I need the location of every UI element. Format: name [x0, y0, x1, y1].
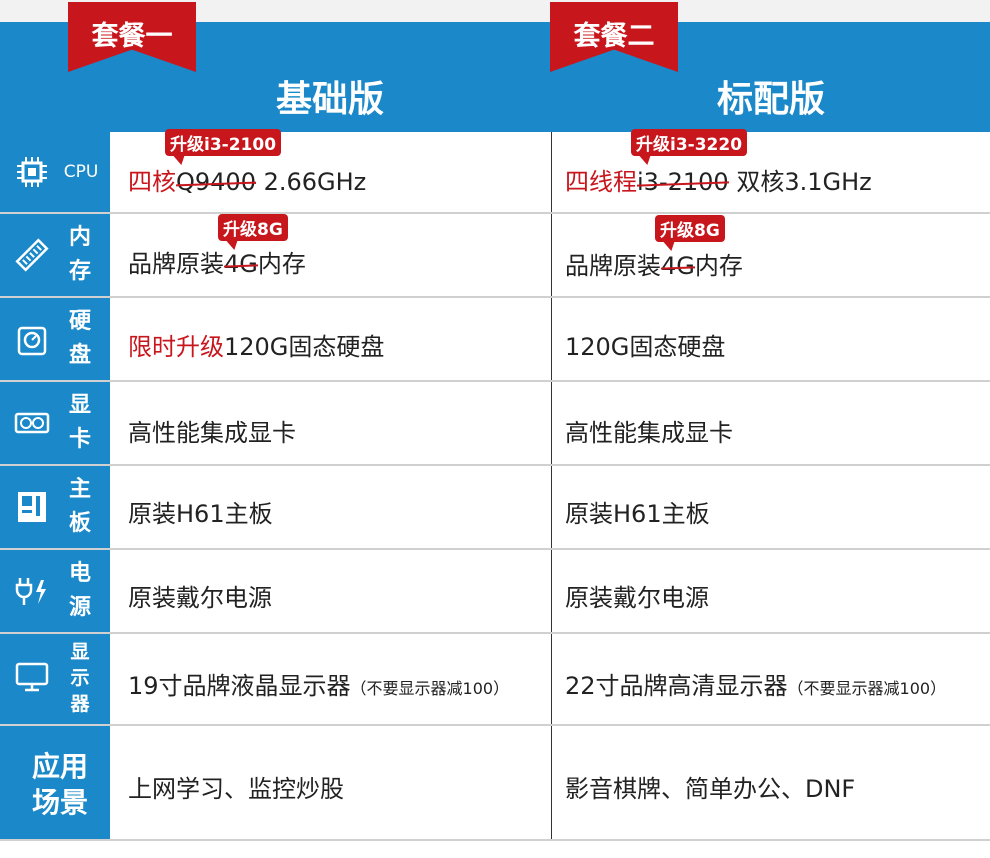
monitor-icon: [14, 659, 50, 695]
row-label-text: 显: [68, 393, 91, 418]
row-label-text: 场景: [31, 786, 88, 819]
cpu-plan-2: 四线程i3-2100 双核3.1GHz: [565, 162, 872, 197]
upgrade-badge: 升级8G: [218, 214, 288, 241]
upgrade-badge: 升级i3-3220: [631, 129, 748, 156]
row-divider: [0, 464, 990, 466]
row-label-text: 存: [68, 259, 91, 284]
motherboard-icon: [14, 489, 50, 525]
spec-text: 品牌原装: [128, 250, 224, 278]
spec-text: 双核3.1GHz: [728, 168, 872, 196]
power-plan-1: 原装戴尔电源: [128, 584, 272, 612]
row-divider: [0, 724, 990, 726]
motherboard-plan-2: 原装H61主板: [565, 500, 710, 528]
row-label-text: 硬: [68, 309, 91, 334]
motherboard-plan-1: 原装H61主板: [128, 500, 273, 528]
upgrade-badge: 升级i3-2100: [165, 129, 282, 156]
usage-plan-2: 影音棋牌、简单办公、DNF: [565, 775, 856, 803]
spec-text: 内存: [257, 250, 306, 278]
struck-text: 4G: [224, 250, 258, 278]
row-divider: [0, 548, 990, 550]
highlight-text: 四线程: [565, 168, 637, 196]
plan-2-title: 标配版: [716, 79, 825, 120]
struck-text: Q9400: [176, 168, 256, 196]
row-label-text: 源: [68, 595, 91, 620]
row-label-text: 应用: [31, 750, 88, 783]
note-text: （不要显示器减100）: [350, 679, 510, 698]
row-label-monitor: 显 示 器: [0, 633, 110, 725]
cpu-plan-1: 四核Q9400 2.66GHz: [128, 162, 366, 197]
monitor-plan-1: 19寸品牌液晶显示器（不要显示器减100）: [128, 666, 509, 701]
spec-text: 19寸品牌液晶显示器: [128, 672, 351, 700]
row-label-text: 盘: [68, 343, 91, 368]
row-label-text: 器: [70, 693, 90, 715]
memory-plan-2: 品牌原装4G内存: [565, 246, 743, 281]
note-text: （不要显示器减100）: [787, 679, 947, 698]
row-divider: [0, 632, 990, 634]
row-label-memory: 内 存: [0, 213, 110, 297]
spec-text: 22寸品牌高清显示器: [565, 672, 788, 700]
spec-text: 品牌原装: [565, 252, 661, 280]
row-label-text: 主: [68, 477, 91, 502]
row-label-text: 示: [70, 667, 90, 689]
plan-2-ribbon-text: 套餐二: [573, 21, 655, 52]
row-label-usage: 应用 场景: [0, 725, 110, 840]
upgrade-badge: 升级8G: [655, 215, 725, 242]
power-plan-2: 原装戴尔电源: [565, 584, 709, 612]
top-band: [0, 0, 990, 22]
row-divider: [0, 839, 990, 841]
row-divider: [0, 212, 990, 214]
disk-plan-1: 限时升级120G固态硬盘: [128, 327, 384, 362]
memory-plan-1: 品牌原装4G内存: [128, 244, 306, 279]
row-label-disk: 硬 盘: [0, 297, 110, 381]
ram-icon: [14, 237, 50, 273]
spec-text: 120G固态硬盘: [224, 333, 385, 361]
graphics-card-icon: [14, 405, 50, 441]
disk-plan-2: 120G固态硬盘: [565, 327, 725, 362]
column-divider: [551, 132, 552, 840]
highlight-text: 四核: [128, 168, 176, 196]
hard-disk-icon: [14, 323, 50, 359]
row-label-text: 显: [70, 641, 90, 663]
gpu-plan-1: 高性能集成显卡: [128, 419, 296, 447]
plan-1-title: 基础版: [275, 79, 384, 120]
usage-plan-1: 上网学习、监控炒股: [128, 775, 344, 803]
row-label-motherboard: 主 板: [0, 465, 110, 549]
row-label-gpu: 显 卡: [0, 381, 110, 465]
row-label-power: 电 源: [0, 549, 110, 633]
row-label-text: 内: [68, 225, 91, 250]
label-column: [0, 132, 110, 840]
struck-text: 4G: [661, 252, 695, 280]
row-divider: [0, 296, 990, 298]
power-plug-icon: [14, 573, 50, 609]
row-divider: [0, 380, 990, 382]
monitor-plan-2: 22寸品牌高清显示器（不要显示器减100）: [565, 666, 946, 701]
row-label-text: 板: [68, 511, 91, 536]
spec-text: 2.66GHz: [255, 168, 367, 196]
struck-text: i3-2100: [637, 168, 729, 196]
row-label-text: CPU: [63, 162, 99, 182]
plan-1-ribbon-text: 套餐一: [91, 21, 173, 52]
row-label-text: 电: [68, 561, 91, 586]
spec-text: 120G固态硬盘: [565, 333, 726, 361]
spec-text: 内存: [694, 252, 743, 280]
gpu-plan-2: 高性能集成显卡: [565, 419, 733, 447]
cpu-icon: [14, 154, 50, 190]
row-label-text: 卡: [68, 427, 91, 452]
row-label-cpu: CPU: [0, 132, 110, 212]
plan-1-ribbon: 套餐一: [68, 2, 196, 72]
highlight-text: 限时升级: [128, 333, 224, 361]
